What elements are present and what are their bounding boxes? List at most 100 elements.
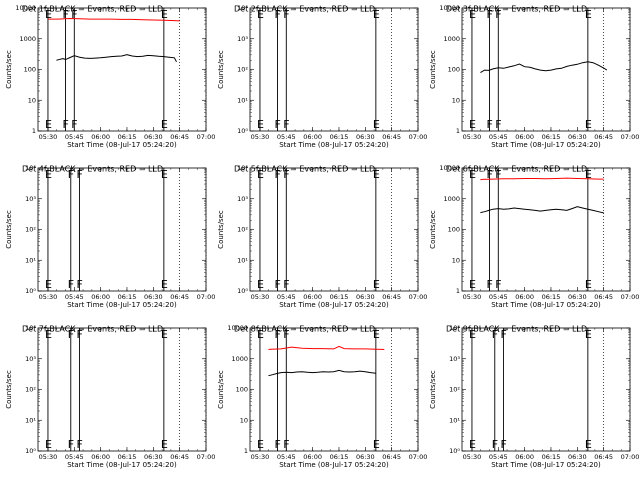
marker-label-top: E	[469, 168, 476, 181]
x-tick-label: 05:30	[463, 293, 482, 301]
x-axis-label: Start Time (08-Jul-17 05:24:20)	[491, 301, 601, 309]
x-axis-label: Start Time (08-Jul-17 05:24:20)	[279, 461, 389, 469]
y-tick-label: 1	[456, 127, 460, 135]
x-tick-label: 05:45	[65, 293, 84, 301]
marker-label-bottom: F	[77, 278, 83, 291]
y-tick-label: 100	[236, 386, 248, 394]
marker-label-bottom: F	[77, 438, 83, 451]
panel-title: Det 7f BLACK = Events, RED = LLD	[22, 325, 163, 334]
x-tick-label: 06:45	[594, 133, 613, 141]
y-tick-label: 100	[448, 66, 460, 74]
x-tick-label: 06:30	[568, 293, 587, 301]
x-tick-label: 06:15	[542, 133, 561, 141]
x-tick-label: 05:45	[489, 293, 508, 301]
y-tick-label: 10	[452, 256, 460, 264]
panel-title: Det 5f BLACK = Events, RED = LLD	[234, 165, 375, 174]
x-axis-label: Start Time (08-Jul-17 05:24:20)	[67, 301, 177, 309]
marker-label-bottom: E	[161, 278, 168, 291]
x-tick-label: 06:00	[515, 293, 534, 301]
x-tick-label: 05:30	[251, 133, 270, 141]
marker-label-top: F	[487, 168, 493, 181]
marker-label-top: F	[283, 168, 289, 181]
x-tick-label: 06:30	[144, 453, 163, 461]
y-tick-label: 10³	[237, 195, 248, 203]
y-tick-label: 10000	[15, 4, 36, 12]
x-tick-label: 06:30	[568, 453, 587, 461]
marker-label-top: F	[495, 8, 501, 21]
x-tick-label: 05:45	[277, 293, 296, 301]
y-tick-label: 10⁰	[237, 127, 248, 135]
marker-label-bottom: E	[45, 118, 52, 131]
marker-label-bottom: F	[495, 278, 501, 291]
marker-label-top: E	[469, 328, 476, 341]
y-tick-label: 10⁴	[237, 4, 248, 12]
y-tick-label: 10²	[237, 226, 248, 234]
x-tick-label: 05:30	[251, 293, 270, 301]
x-tick-label: 06:30	[356, 453, 375, 461]
y-tick-label: 10²	[449, 386, 460, 394]
plot-frame	[37, 167, 207, 292]
marker-label-bottom: F	[68, 278, 74, 291]
y-tick-label: 10⁴	[25, 164, 36, 172]
y-tick-label: 10³	[237, 35, 248, 43]
y-axis-label: Counts/sec	[217, 50, 225, 89]
y-axis-label: Counts/sec	[5, 370, 13, 409]
x-tick-label: 06:00	[515, 453, 534, 461]
marker-label-bottom: F	[283, 118, 289, 131]
x-tick-label: 06:45	[170, 293, 189, 301]
panel-title: Det 6f BLACK = Events, RED = LLD	[446, 165, 587, 174]
x-tick-label: 06:45	[382, 453, 401, 461]
x-tick-label: 06:00	[515, 133, 534, 141]
y-axis-label: Counts/sec	[5, 210, 13, 249]
x-tick-label: 06:30	[144, 133, 163, 141]
marker-label-bottom: E	[257, 278, 264, 291]
x-tick-label: 06:00	[91, 293, 110, 301]
marker-label-top: E	[469, 8, 476, 21]
y-axis-label: Counts/sec	[429, 50, 437, 89]
x-tick-label: 06:45	[594, 453, 613, 461]
marker-label-top: F	[275, 8, 281, 21]
x-tick-label: 07:00	[621, 133, 640, 141]
marker-label-top: F	[68, 168, 74, 181]
y-tick-label: 10¹	[25, 256, 36, 264]
marker-label-top: E	[585, 8, 592, 21]
y-tick-label: 10⁰	[25, 447, 36, 455]
marker-label-bottom: F	[275, 438, 281, 451]
plot-frame	[249, 7, 419, 132]
x-tick-label: 05:45	[65, 453, 84, 461]
panel-title: Det 3f BLACK = Events, RED = LLD	[446, 5, 587, 14]
panel-title: Det 2f BLACK = Events, RED = LLD	[234, 5, 375, 14]
marker-label-top: E	[257, 328, 264, 341]
x-tick-label: 06:15	[330, 293, 349, 301]
marker-label-top: E	[161, 328, 168, 341]
y-tick-label: 10⁰	[449, 447, 460, 455]
marker-label-bottom: E	[161, 118, 168, 131]
x-tick-label: 05:45	[489, 453, 508, 461]
y-tick-label: 10³	[25, 195, 36, 203]
panel-det-5: Det 5f BLACK = Events, RED = LLD 10⁰ 10¹ 10…	[217, 164, 427, 309]
marker-label-bottom: E	[585, 438, 592, 451]
marker-label-bottom: E	[373, 118, 380, 131]
marker-label-top: F	[487, 8, 493, 21]
panel-det-3: Det 3f BLACK = Events, RED = LLD 1 10 100 10…	[429, 4, 639, 149]
y-tick-label: 10000	[227, 324, 248, 332]
x-tick-label: 07:00	[197, 133, 216, 141]
plot-frame	[461, 167, 631, 292]
panel-det-1: Det 1f BLACK = Events, RED = LLD 1 10 100 10…	[5, 4, 215, 149]
marker-label-bottom: F	[68, 438, 74, 451]
x-tick-label: 07:00	[409, 453, 428, 461]
marker-label-bottom: E	[585, 118, 592, 131]
x-tick-label: 06:30	[356, 293, 375, 301]
marker-label-top: E	[161, 8, 168, 21]
panel-det-6: Det 6f BLACK = Events, RED = LLD 1 10 100 10…	[429, 164, 639, 309]
panel-det-8: Det 8f BLACK = Events, RED = LLD 1 10 100 10…	[217, 324, 427, 469]
marker-label-bottom: F	[492, 438, 498, 451]
marker-label-top: F	[501, 328, 507, 341]
y-tick-label: 10000	[439, 4, 460, 12]
y-tick-label: 10	[452, 96, 460, 104]
x-tick-label: 06:30	[356, 133, 375, 141]
lld-series-line	[480, 177, 604, 181]
plot-frame	[249, 327, 419, 452]
panel-title: Det 8f BLACK = Events, RED = LLD	[234, 325, 375, 334]
